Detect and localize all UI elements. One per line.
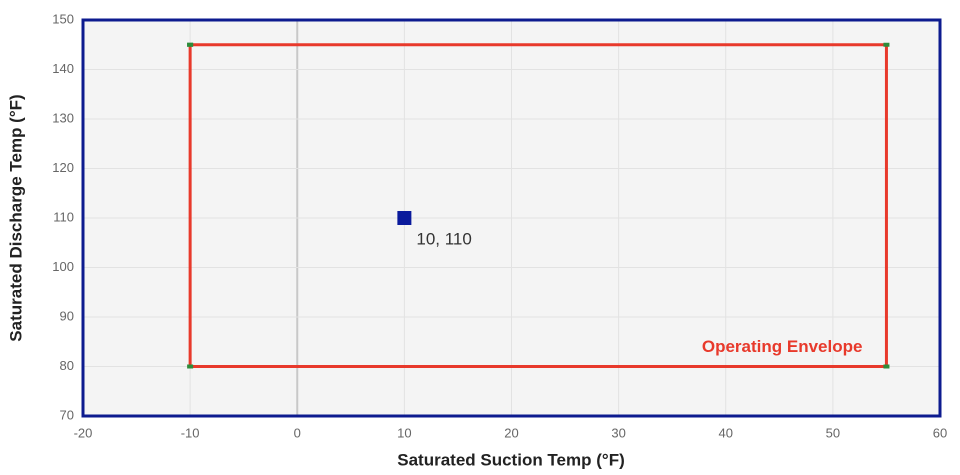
y-tick-label: 110 [53,209,74,224]
y-tick-label: 120 [52,160,74,175]
x-tick-label: 10 [397,425,411,440]
envelope-vertex [883,42,890,47]
y-tick-label: 140 [52,61,74,76]
x-tick-label: 30 [611,425,625,440]
y-tick-label: 130 [52,110,74,125]
data-label: 10, 110 [416,229,471,248]
y-tick-label: 90 [60,308,74,323]
marks: Operating Envelope 10, 110 [187,42,890,369]
x-tick-label: 20 [504,425,518,440]
envelope-vertex [883,364,890,369]
plot-border [81,18,942,418]
x-axis-title: Saturated Suction Temp (°F) [397,450,625,469]
x-tick-label: 40 [719,425,733,440]
y-tick-label: 100 [52,259,74,274]
y-tick-label: 70 [60,407,74,422]
y-tick-label: 150 [52,11,74,26]
y-tick-label: 80 [60,358,74,373]
envelope-label: Operating Envelope [702,337,863,356]
envelope-vertex [187,364,194,369]
x-tick-label: -20 [74,425,93,440]
x-tick-label: -10 [181,425,200,440]
x-tick-label: 60 [933,425,947,440]
x-tick-label: 0 [294,425,301,440]
data-point [397,211,412,225]
envelope-vertex [187,42,194,47]
y-axis-title: Saturated Discharge Temp (°F) [6,94,25,341]
x-tick-label: 50 [826,425,840,440]
